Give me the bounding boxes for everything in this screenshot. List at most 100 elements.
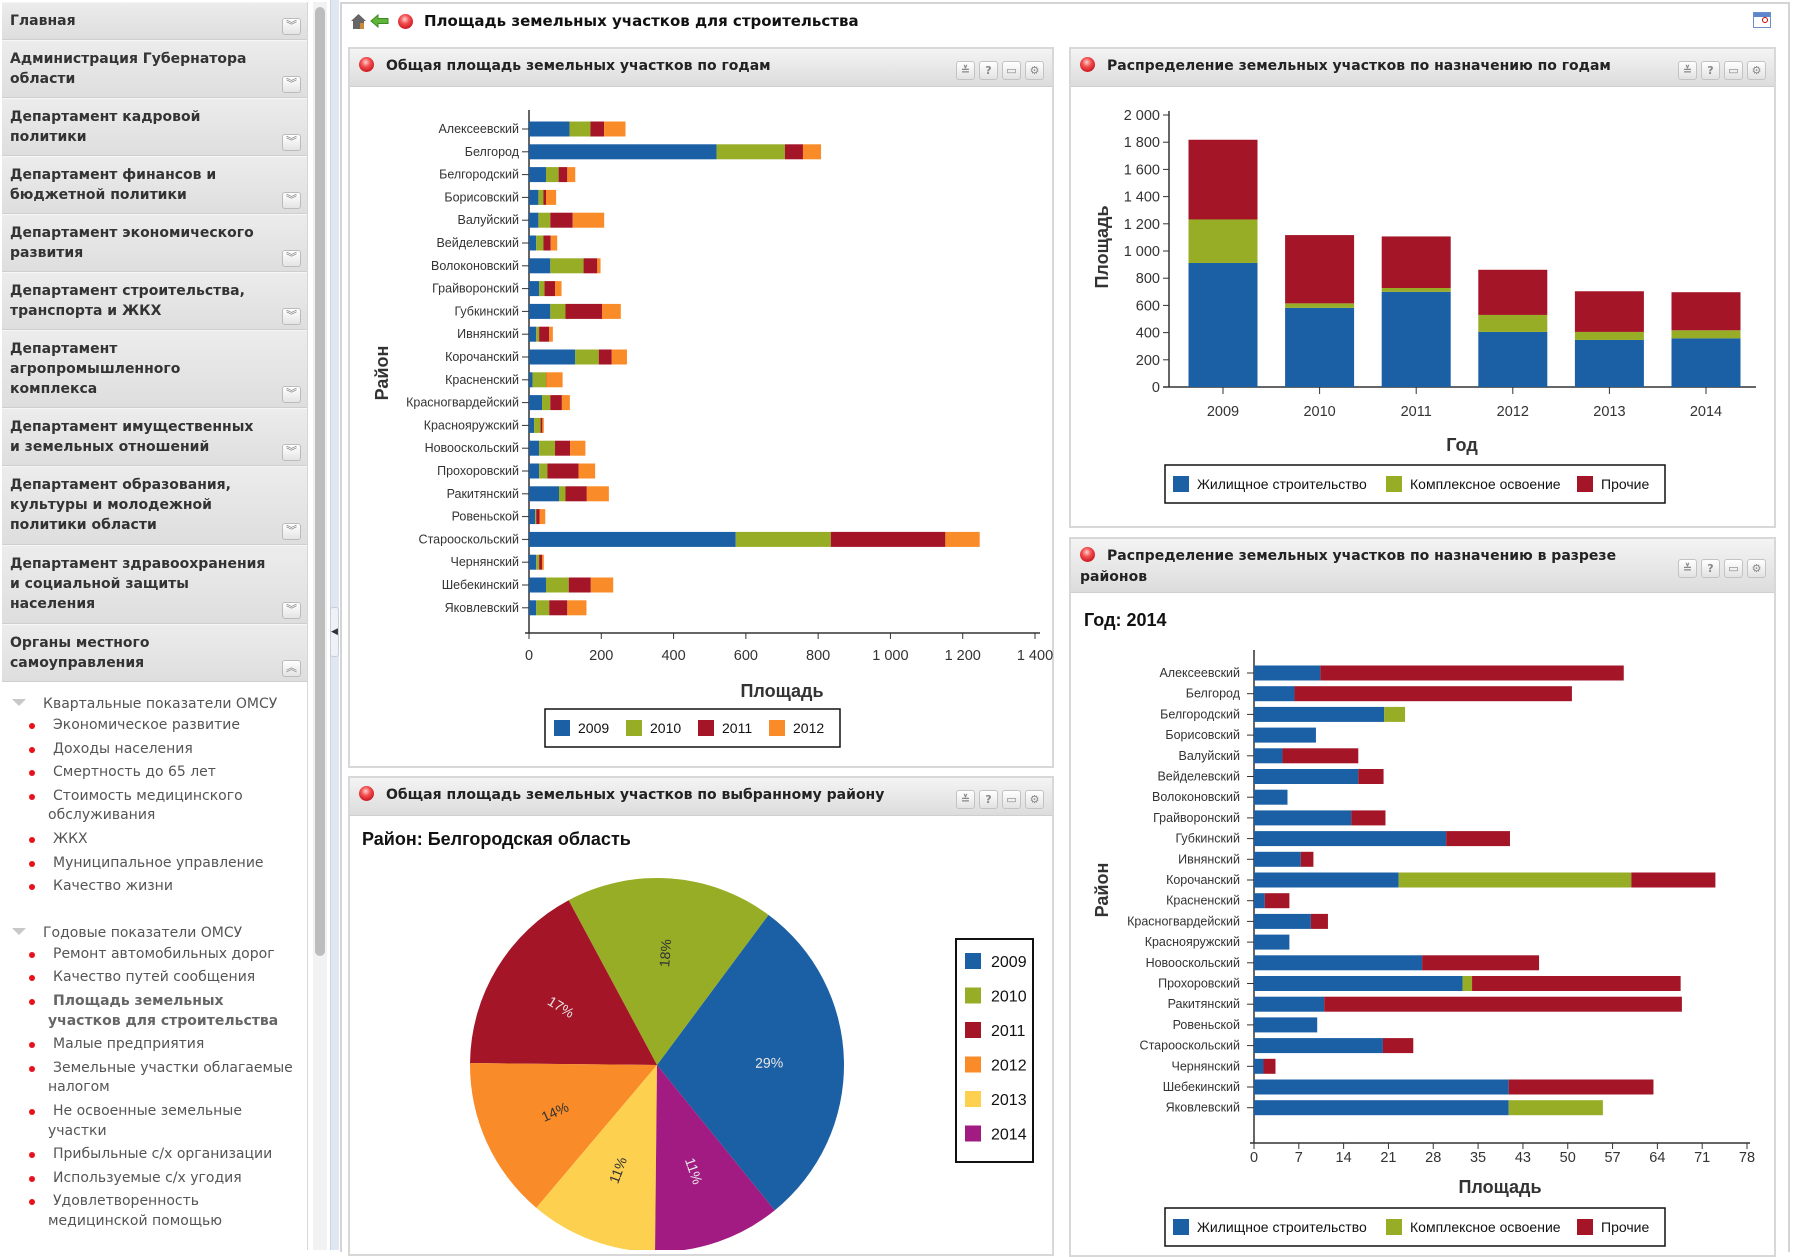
panel-title: Распределение земельных участков по назн… bbox=[1080, 548, 1616, 585]
help-button[interactable]: ? bbox=[1701, 559, 1720, 578]
tree-item[interactable]: Не освоенные земельные участки bbox=[2, 1102, 307, 1141]
panel-area-by-district: Общая площадь земельных участков по выбр… bbox=[348, 776, 1054, 1256]
bullet-icon bbox=[29, 1042, 35, 1048]
sidebar-section-label: Органы местного самоуправления bbox=[10, 635, 149, 671]
tree-item[interactable]: Качество путей сообщения bbox=[2, 968, 307, 988]
chevron-down-icon[interactable]: ︾ bbox=[282, 18, 301, 35]
maximize-button[interactable]: ▭ bbox=[1002, 790, 1021, 809]
expand-triangle-icon[interactable] bbox=[12, 928, 26, 935]
tree-item-label: Не освоенные земельные участки bbox=[48, 1103, 242, 1139]
settings-button[interactable]: ⚙ bbox=[1747, 61, 1766, 80]
tree-item[interactable]: Смертность до 65 лет bbox=[2, 763, 307, 783]
maximize-button[interactable]: ▭ bbox=[1724, 61, 1743, 80]
settings-button[interactable]: ⚙ bbox=[1025, 61, 1044, 80]
tree-item-label: Прибыльные с/х организации bbox=[53, 1146, 272, 1162]
settings-button[interactable]: ⚙ bbox=[1747, 559, 1766, 578]
panel-purpose-by-year: Распределение земельных участков по назн… bbox=[1069, 47, 1776, 528]
tree-item[interactable]: ЖКХ bbox=[2, 830, 307, 850]
panel-header: Общая площадь земельных участков по года… bbox=[350, 49, 1052, 87]
tree-item[interactable]: Площадь земельных участков для строитель… bbox=[2, 992, 307, 1031]
sidebar-section[interactable]: Главная︾ bbox=[2, 2, 307, 40]
sidebar-section-label: Департамент экономического развития bbox=[10, 225, 254, 261]
chevron-down-icon[interactable]: ︾ bbox=[282, 444, 301, 461]
tree-item-label: Удовлетворенность медицинской помощью bbox=[48, 1193, 222, 1229]
chevron-down-icon[interactable]: ︾ bbox=[282, 386, 301, 403]
tree-item[interactable]: Используемые с/х угодия bbox=[2, 1169, 307, 1189]
sidebar-section[interactable]: Администрация Губернатора области ︾ bbox=[2, 40, 307, 98]
tree-group-label: Годовые показатели ОМСУ bbox=[43, 925, 242, 941]
status-orb-icon bbox=[398, 14, 413, 29]
tree-item[interactable]: Прибыльные с/х организации bbox=[2, 1145, 307, 1165]
bullet-icon bbox=[29, 1109, 35, 1115]
sidebar-section-label: Администрация Губернатора области bbox=[10, 51, 246, 87]
collapse-button[interactable]: ≚ bbox=[956, 61, 975, 80]
tree-item[interactable]: Земельные участки облагаемые налогом bbox=[2, 1059, 307, 1098]
expand-triangle-icon[interactable] bbox=[12, 699, 26, 706]
back-arrow-icon[interactable] bbox=[370, 14, 389, 28]
chevron-down-icon[interactable]: ︾ bbox=[282, 523, 301, 540]
maximize-button[interactable]: ▭ bbox=[1724, 559, 1743, 578]
bullet-icon bbox=[29, 837, 35, 843]
sidebar-section[interactable]: Департамент экономического развития ︾ bbox=[2, 214, 307, 272]
help-button[interactable]: ? bbox=[979, 61, 998, 80]
chevron-down-icon[interactable]: ︾ bbox=[282, 250, 301, 267]
sidebar-section[interactable]: Органы местного самоуправления ︽ bbox=[2, 624, 307, 682]
panel-header: Распределение земельных участков по назн… bbox=[1071, 539, 1774, 593]
panel-title: Общая площадь земельных участков по выбр… bbox=[386, 787, 884, 803]
sidebar-section-label: Департамент строительства, транспорта и … bbox=[10, 283, 245, 319]
sidebar-section[interactable]: Департамент строительства, транспорта и … bbox=[2, 272, 307, 330]
panel-title: Общая площадь земельных участков по года… bbox=[386, 58, 771, 74]
collapse-sidebar-button[interactable]: ◀ bbox=[330, 607, 339, 657]
chevron-down-icon[interactable]: ︾ bbox=[282, 134, 301, 151]
tree-group[interactable]: Квартальные показатели ОМСУ bbox=[2, 692, 307, 716]
sidebar-section[interactable]: Департамент здравоохранения и социальной… bbox=[2, 545, 307, 624]
tree-item[interactable]: Малые предприятия bbox=[2, 1035, 307, 1055]
chevron-down-icon[interactable]: ︾ bbox=[282, 602, 301, 619]
tree-item[interactable]: Стоимость медицинского обслуживания bbox=[2, 787, 307, 826]
page-header: Площадь земельных участков для строитель… bbox=[350, 8, 859, 34]
help-button[interactable]: ? bbox=[1701, 61, 1720, 80]
tree-item-label: Качество путей сообщения bbox=[53, 969, 255, 985]
bullet-icon bbox=[29, 794, 35, 800]
tree-item-label: ЖКХ bbox=[53, 831, 88, 847]
tree-item[interactable]: Муниципальное управление bbox=[2, 854, 307, 874]
bullet-icon bbox=[29, 952, 35, 958]
tree-item[interactable]: Ремонт автомобильных дорог bbox=[2, 945, 307, 965]
sidebar-scrollbar-thumb[interactable] bbox=[315, 7, 325, 956]
tree-item-label: Ремонт автомобильных дорог bbox=[53, 946, 275, 962]
sidebar-section[interactable]: Департамент агропромышленного комплекса︾ bbox=[2, 330, 307, 408]
tree-group[interactable]: Годовые показатели ОМСУ bbox=[2, 921, 307, 945]
tree-item-label: Доходы населения bbox=[53, 741, 193, 757]
sidebar-section[interactable]: Департамент имущественных и земельных от… bbox=[2, 408, 307, 466]
sidebar-section[interactable]: Департамент финансов и бюджетной политик… bbox=[2, 156, 307, 214]
sidebar-section[interactable]: Департамент образования, культуры и моло… bbox=[2, 466, 307, 545]
status-orb-icon bbox=[359, 57, 374, 72]
chevron-down-icon[interactable]: ︾ bbox=[282, 76, 301, 93]
help-button[interactable]: ? bbox=[979, 790, 998, 809]
chevron-down-icon[interactable]: ︾ bbox=[282, 192, 301, 209]
home-icon[interactable] bbox=[350, 13, 367, 30]
panel-purpose-by-district: Распределение земельных участков по назн… bbox=[1069, 537, 1776, 1257]
tree-item[interactable]: Экономическое развитие bbox=[2, 716, 307, 736]
maximize-button[interactable]: ▭ bbox=[1002, 61, 1021, 80]
settings-button[interactable]: ⚙ bbox=[1025, 790, 1044, 809]
calendar-icon[interactable] bbox=[1753, 12, 1771, 28]
chevron-up-icon[interactable]: ︽ bbox=[282, 660, 301, 677]
sidebar-section-label: Департамент кадровой политики bbox=[10, 109, 200, 145]
tree-item[interactable]: Качество жизни bbox=[2, 877, 307, 897]
bullet-icon bbox=[29, 999, 35, 1005]
collapse-button[interactable]: ≚ bbox=[1678, 61, 1697, 80]
bullet-icon bbox=[29, 861, 35, 867]
chevron-down-icon[interactable]: ︾ bbox=[282, 308, 301, 325]
sidebar-section-label: Департамент финансов и бюджетной политик… bbox=[10, 167, 216, 203]
tree-item[interactable]: Доходы населения bbox=[2, 740, 307, 760]
bullet-icon bbox=[29, 884, 35, 890]
sidebar-section[interactable]: Департамент кадровой политики ︾ bbox=[2, 98, 307, 156]
tree-item-label: Стоимость медицинского обслуживания bbox=[48, 788, 243, 824]
tree-item[interactable]: Удовлетворенность медицинской помощью bbox=[2, 1192, 307, 1231]
collapse-button[interactable]: ≚ bbox=[956, 790, 975, 809]
tree-item-label: Смертность до 65 лет bbox=[53, 764, 216, 780]
collapse-button[interactable]: ≚ bbox=[1678, 559, 1697, 578]
tree-item-label: Качество жизни bbox=[53, 878, 173, 894]
